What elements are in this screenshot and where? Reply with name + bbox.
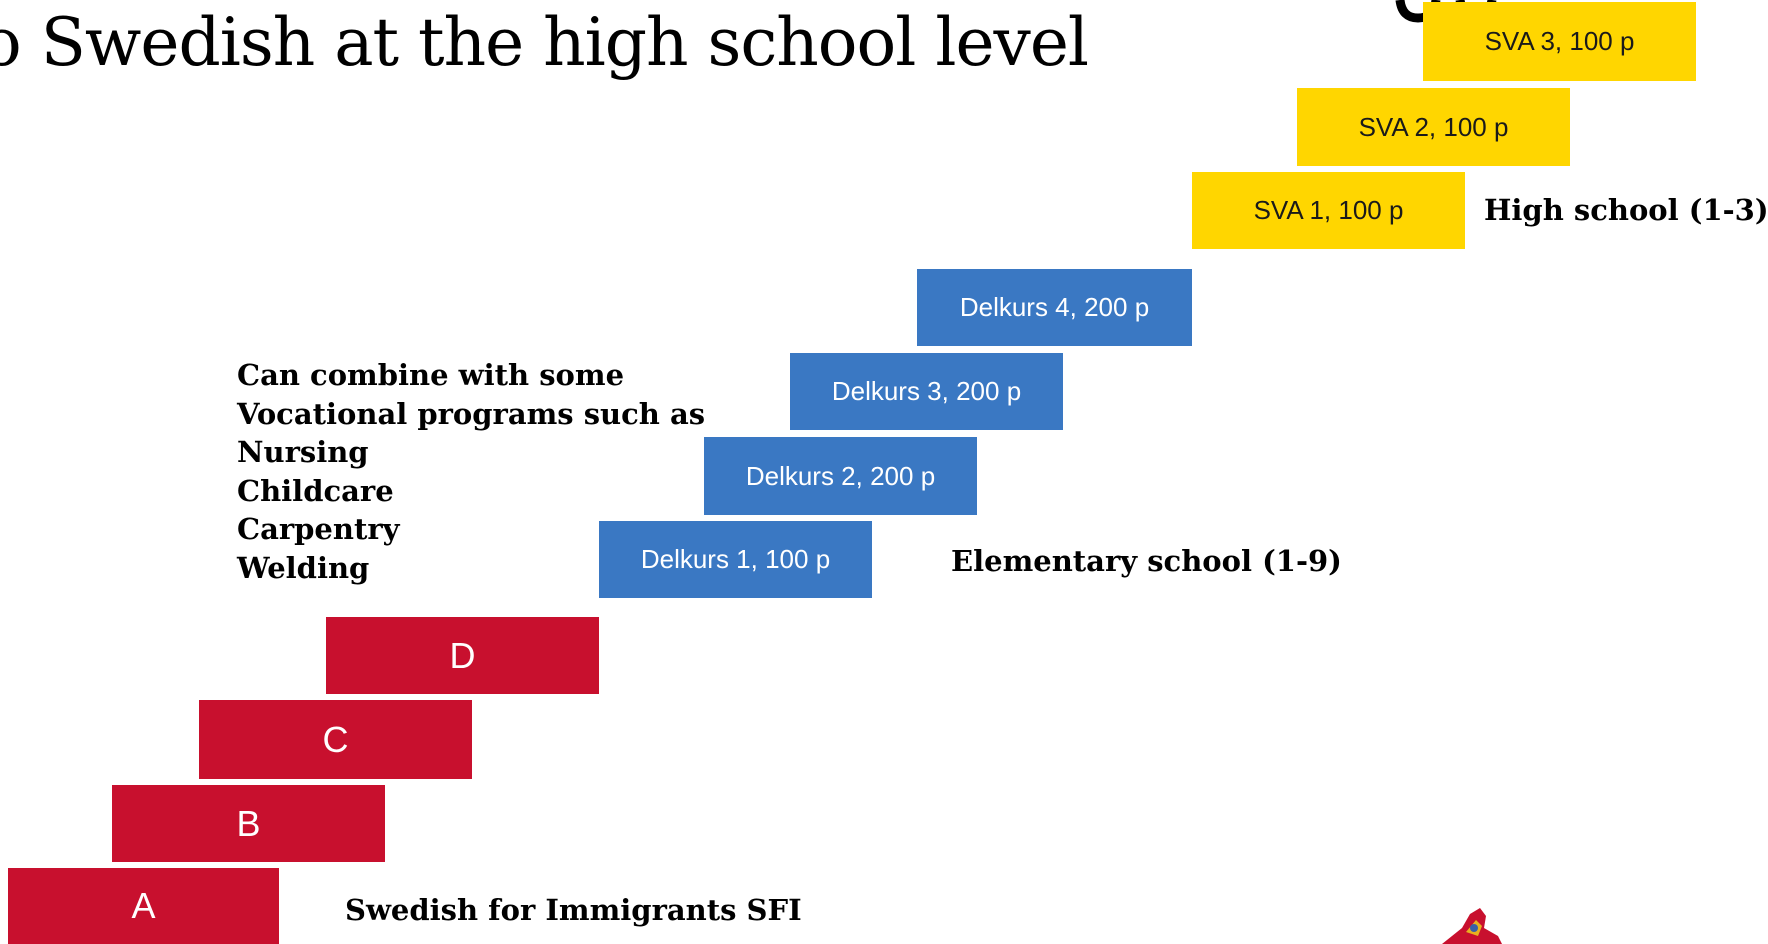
sfi-step-c: C [199, 700, 472, 779]
vocational-note-line: Welding [237, 550, 370, 585]
vocational-note-line: Carpentry [237, 512, 400, 546]
high-school-step-sva-2-label: SVA 2, 100 p [1358, 111, 1509, 142]
vocational-note-line: Vocational programs such as [237, 396, 706, 431]
vocational-note: Can combine with some Vocational program… [237, 356, 705, 587]
elementary-step-delkurs-4: Delkurs 4, 200 p [917, 269, 1192, 346]
elementary-step-delkurs-1-label: Delkurs 1, 100 p [640, 544, 831, 574]
high-school-step-sva-3: SVA 3, 100 p [1423, 2, 1696, 81]
sfi-step-b-label: B [236, 802, 261, 844]
sfi-step-d: D [326, 617, 599, 694]
high-school-step-sva-3-label: SVA 3, 100 p [1484, 26, 1635, 56]
high-school-level-label: High school (1-3) [1484, 193, 1768, 227]
sfi-step-b: B [112, 785, 385, 862]
elementary-level-label: Elementary school (1-9) [951, 544, 1342, 578]
vocational-note-line: Nursing [237, 435, 369, 469]
elementary-step-delkurs-1: Delkurs 1, 100 p [599, 521, 872, 598]
sfi-step-d-label: D [449, 634, 476, 676]
slide-title: o Swedish at the high school level [0, 4, 1089, 81]
elementary-step-delkurs-3-label: Delkurs 3, 200 p [831, 376, 1022, 406]
sfi-step-a: A [8, 868, 279, 944]
sfi-step-a-label: A [131, 885, 156, 926]
high-school-step-sva-1: SVA 1, 100 p [1192, 172, 1465, 249]
elementary-step-delkurs-2-label: Delkurs 2, 200 p [745, 460, 936, 491]
vocational-note-line: Can combine with some [237, 358, 625, 392]
vocational-note-line: Childcare [237, 473, 394, 508]
sfi-step-c-label: C [322, 718, 349, 760]
high-school-step-sva-1-label: SVA 1, 100 p [1253, 195, 1404, 225]
elementary-step-delkurs-4-label: Delkurs 4, 200 p [959, 292, 1150, 322]
elementary-step-delkurs-3: Delkurs 3, 200 p [790, 353, 1063, 430]
sfi-level-label: Swedish for Immigrants SFI [345, 893, 802, 927]
high-school-step-sva-2: SVA 2, 100 p [1297, 88, 1570, 166]
crest-logo-icon [1442, 908, 1502, 944]
elementary-step-delkurs-2: Delkurs 2, 200 p [704, 437, 977, 515]
